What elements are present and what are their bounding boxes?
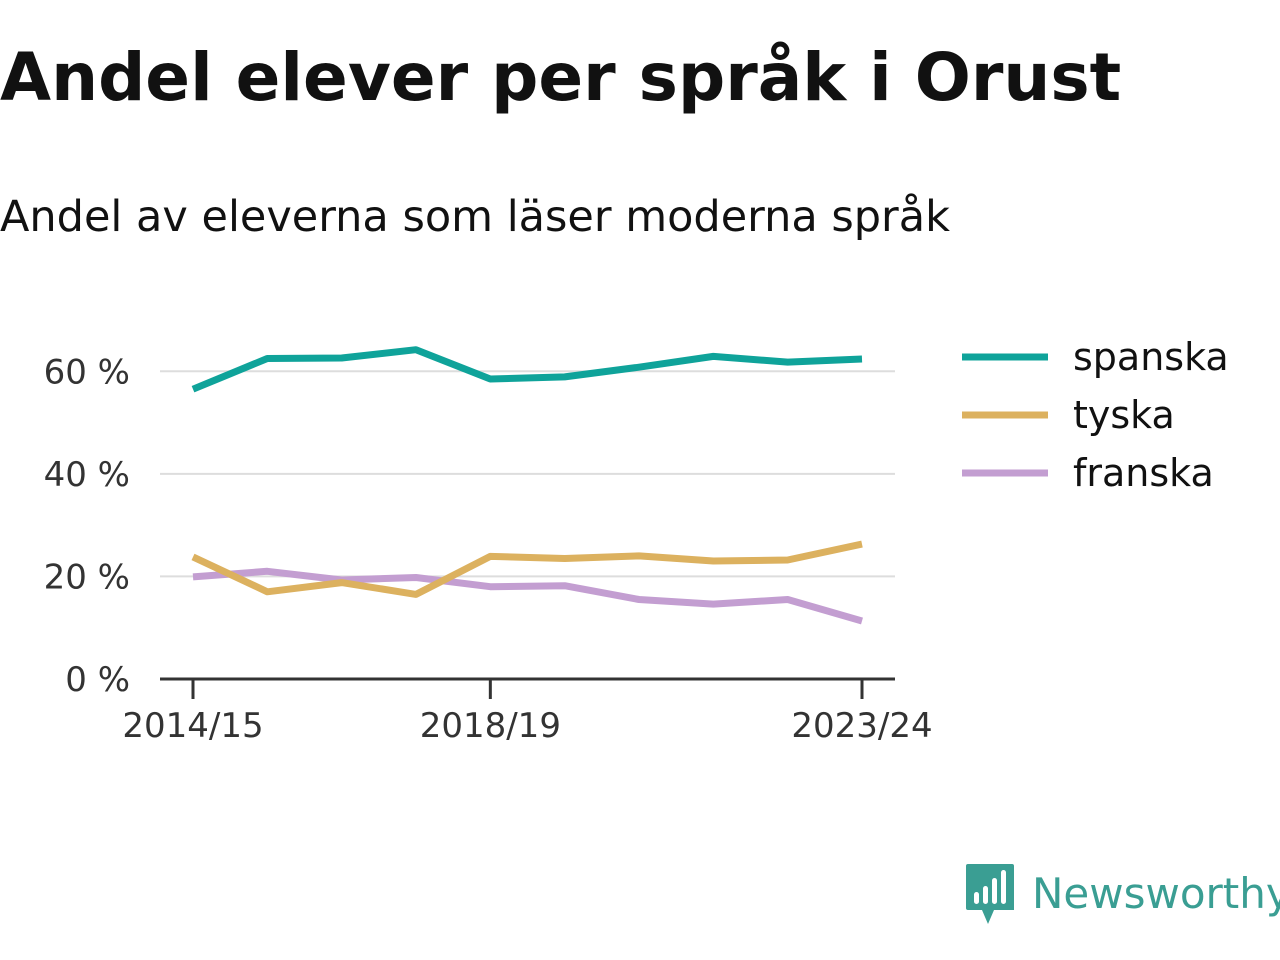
line-chart: 0 % 20 % 40 % 60 % 2014/15 2018/19 2023/24 spa… [44, 335, 1229, 746]
y-tick-label: 0 % [65, 660, 130, 700]
chart-title: Andel elever per språk i Orust [0, 39, 1122, 116]
brand-name: Newsworthy [1032, 869, 1280, 918]
y-tick-label: 20 % [44, 557, 130, 597]
legend: spanska tyska franska [962, 335, 1229, 495]
axes: 0 % 20 % 40 % 60 % 2014/15 2018/19 2023/24 [44, 352, 933, 746]
chart-subtitle: Andel av eleverna som läser moderna språ… [0, 192, 950, 242]
x-tick-label: 2018/19 [420, 706, 561, 746]
y-tick-label: 60 % [44, 352, 130, 392]
y-tick-label: 40 % [44, 455, 130, 495]
series-line-franska [192, 567, 863, 625]
series-line-spanska [191, 346, 863, 393]
legend-label-franska: franska [1073, 451, 1214, 495]
newsworthy-logo-icon [966, 864, 1014, 924]
series-line-tyska [191, 540, 863, 598]
x-tick-label: 2023/24 [791, 706, 932, 746]
brand-logo: Newsworthy [964, 862, 1280, 926]
legend-label-spanska: spanska [1073, 335, 1229, 379]
series-lines [191, 346, 863, 625]
x-tick-label: 2014/15 [122, 706, 263, 746]
gridlines [160, 370, 895, 578]
legend-label-tyska: tyska [1073, 393, 1175, 437]
